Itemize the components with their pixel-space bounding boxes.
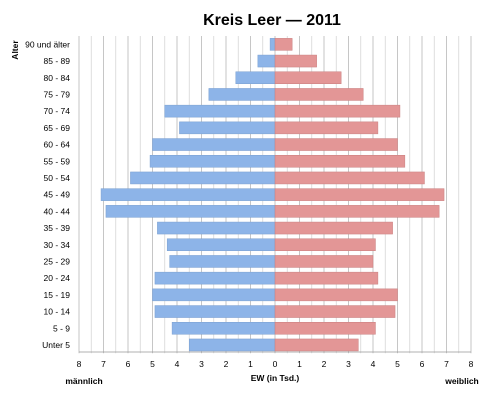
age-group-label: 90 und älter	[25, 39, 70, 49]
x-tick-label: 2	[322, 359, 327, 369]
bar-male	[149, 155, 276, 168]
bar-female	[274, 221, 393, 235]
bar-female	[274, 171, 425, 185]
bar-male	[179, 121, 276, 135]
bar-female	[274, 322, 376, 335]
x-tick-label: 1	[248, 359, 253, 369]
x-tick-label: 3	[199, 359, 204, 369]
age-group-label: 75 - 79	[44, 89, 71, 99]
bar-male	[157, 221, 276, 235]
bar-female	[274, 38, 293, 51]
bar-female	[274, 188, 445, 201]
bar-male	[105, 205, 276, 218]
bar-female	[274, 121, 379, 135]
bar-male	[152, 288, 276, 302]
female-label: weiblich	[444, 376, 479, 386]
age-group-label: 10 - 14	[44, 307, 71, 317]
x-tick-label: 6	[420, 359, 425, 369]
bar-male	[269, 38, 276, 51]
bar-male	[100, 188, 276, 201]
age-group-labels: 90 und älter 85 - 89 80 - 84 75 - 79 70 - 74…	[25, 39, 70, 350]
age-group-label: 25 - 29	[44, 256, 71, 266]
bar-male	[152, 138, 276, 151]
male-label: männlich	[65, 376, 102, 386]
x-tick-label: 6	[126, 359, 131, 369]
age-group-label: 35 - 39	[44, 223, 71, 233]
bar-female	[274, 255, 374, 268]
x-tick-label: 3	[346, 359, 351, 369]
bar-female	[274, 305, 396, 318]
age-group-label: 55 - 59	[44, 156, 71, 166]
x-tick-label: 4	[175, 359, 180, 369]
bar-male	[257, 54, 276, 68]
x-tick-label: 5	[150, 359, 155, 369]
bar-female	[274, 155, 406, 168]
bar-female	[274, 54, 317, 68]
bar-male	[208, 88, 276, 101]
x-axis-label: EW (in Tsd.)	[251, 373, 300, 383]
x-tick-label: 4	[371, 359, 376, 369]
age-group-label: Unter 5	[42, 340, 70, 350]
bar-female	[274, 104, 401, 118]
chart-title: Kreis Leer — 2011	[203, 12, 341, 29]
age-group-label: 65 - 69	[44, 123, 71, 133]
x-tick-label: 2	[224, 359, 229, 369]
age-group-label: 15 - 19	[44, 290, 71, 300]
x-tick-labels: 8 7 6 5 4 3 2 1 0 1 2 3 4 5 6 7 8	[77, 359, 474, 369]
age-group-label: 5 - 9	[53, 323, 70, 333]
bar-female	[274, 271, 379, 285]
x-tick-label: 5	[395, 359, 400, 369]
x-tick-label: 0	[273, 359, 278, 369]
bar-male	[171, 322, 276, 335]
y-axis-label: Alter	[10, 40, 20, 60]
age-group-label: 45 - 49	[44, 190, 71, 200]
x-tick-label: 7	[444, 359, 449, 369]
age-group-label: 70 - 74	[44, 106, 71, 116]
age-group-label: 30 - 34	[44, 240, 71, 250]
bar-male	[166, 238, 276, 251]
x-tick-label: 8	[469, 359, 474, 369]
age-group-label: 20 - 24	[44, 273, 71, 283]
x-tick-label: 8	[77, 359, 82, 369]
age-group-label: 50 - 54	[44, 173, 71, 183]
bar-female	[274, 288, 398, 302]
x-tick-label: 1	[297, 359, 302, 369]
bar-male	[189, 338, 276, 352]
bars	[100, 38, 445, 352]
age-group-label: 40 - 44	[44, 206, 71, 216]
bar-female	[274, 88, 364, 101]
bar-female	[274, 338, 359, 352]
bar-female	[274, 205, 440, 218]
bar-female	[274, 138, 398, 151]
bar-female	[274, 71, 342, 84]
bar-male	[154, 305, 276, 318]
bar-male	[169, 255, 276, 268]
age-group-label: 85 - 89	[44, 56, 71, 66]
x-tick-label: 7	[101, 359, 106, 369]
bar-male	[235, 71, 276, 84]
bar-female	[274, 238, 376, 251]
age-group-label: 80 - 84	[44, 73, 71, 83]
bar-male	[154, 271, 276, 285]
age-group-label: 60 - 64	[44, 140, 71, 150]
bar-male	[164, 104, 276, 118]
bar-male	[130, 171, 276, 185]
